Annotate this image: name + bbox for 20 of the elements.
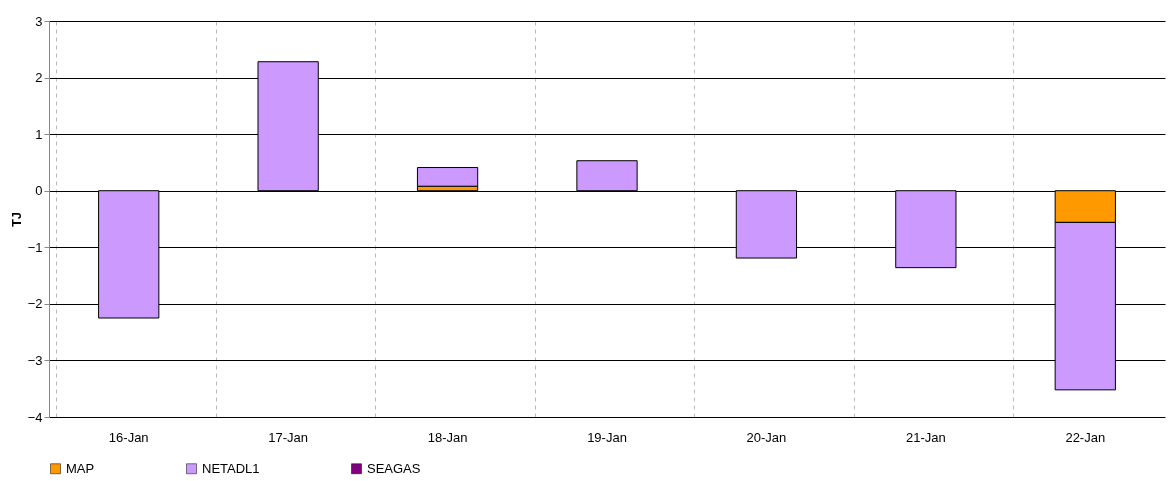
bar xyxy=(416,167,479,187)
y-axis-title: TJ xyxy=(8,211,24,228)
x-tick-label: 22-Jan xyxy=(1065,429,1106,445)
y-tick-label: 0 xyxy=(35,183,43,199)
y-tick-label: 3 xyxy=(35,13,43,29)
y-tick-label: −4 xyxy=(27,409,43,425)
legend-label: SEAGAS xyxy=(367,460,421,476)
x-tick-label: 17-Jan xyxy=(268,429,309,445)
x-tick-label: 19-Jan xyxy=(587,429,627,445)
y-tick-label: −2 xyxy=(27,296,43,312)
y-tick-label: 1 xyxy=(35,126,43,142)
x-tick-label: 18-Jan xyxy=(427,429,468,445)
y-tick-label: −1 xyxy=(27,239,43,255)
legend-label: MAP xyxy=(66,460,95,476)
x-tick-label: 21-Jan xyxy=(905,429,946,445)
y-tick-label: 2 xyxy=(35,70,43,86)
x-tick-label: 16-Jan xyxy=(108,429,149,445)
x-tick-label: 20-Jan xyxy=(746,429,787,445)
legend-label: NETADL1 xyxy=(202,460,260,476)
y-tick-label: −3 xyxy=(27,352,43,368)
